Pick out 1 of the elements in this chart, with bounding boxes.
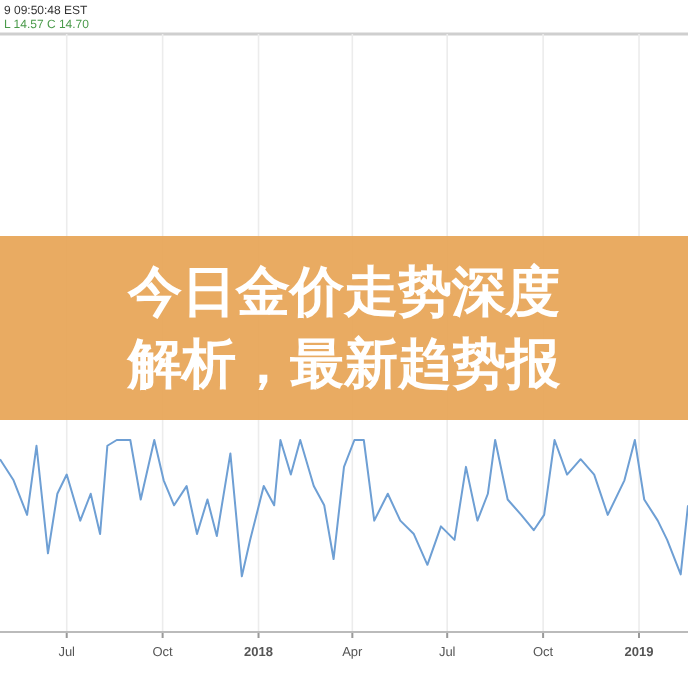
chart-title: 今日金价走势深度解析，最新趋势报	[126, 262, 562, 394]
